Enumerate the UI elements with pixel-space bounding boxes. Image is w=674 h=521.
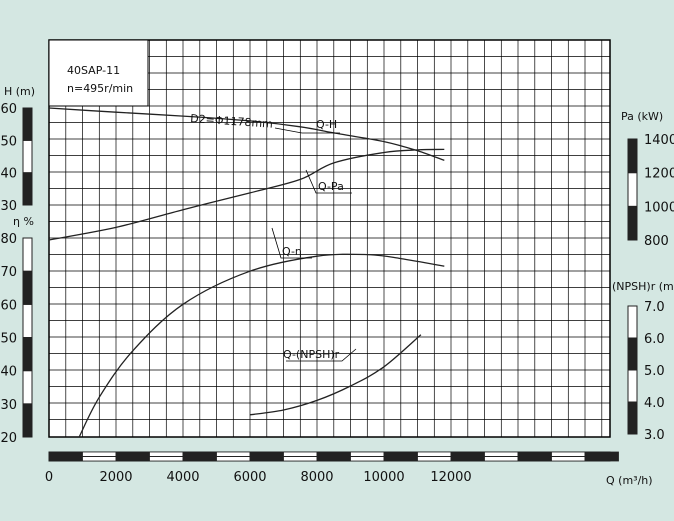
scale-segment — [22, 270, 33, 305]
scale-segment — [22, 303, 33, 339]
scale-segment — [627, 337, 638, 371]
tick-label-npsh: 4.0 — [644, 396, 665, 411]
leader-q-npsh — [286, 348, 357, 362]
x-tick-label: 4000 — [166, 470, 199, 485]
label-q-pa: Q-Pa — [318, 180, 344, 193]
tick-label-eta: 30 — [0, 398, 17, 413]
tick-label-npsh: 5.0 — [644, 364, 665, 379]
x-tick-label: 0 — [45, 470, 53, 485]
scale-segment — [627, 369, 638, 403]
axes: 30 40 50 60 20 30 40 50 60 70 80 800 1000 1200 1400 3.0… — [0, 102, 674, 446]
impeller-annotation: D2=Φ1178mm — [190, 112, 273, 131]
scale-segment — [627, 401, 638, 435]
label-q-npsh: Q-(NPSH)r — [283, 348, 340, 361]
scale-segment — [627, 138, 638, 174]
tick-label-h: 50 — [0, 134, 17, 149]
scale-segment — [22, 139, 33, 174]
label-q-eta: Q-η — [282, 245, 302, 258]
curve-q-npsh — [249, 334, 422, 416]
pa-axis-title: Pa (kW) — [621, 110, 663, 123]
scale-segment — [22, 107, 33, 141]
tick-label-npsh: 6.0 — [644, 332, 665, 347]
curve-q-h — [48, 107, 445, 162]
tick-label-pa: 800 — [644, 234, 669, 249]
npsh-axis-title: (NPSH)r (m) — [612, 280, 674, 293]
x-tick-label: 2000 — [99, 470, 132, 485]
tick-label-pa: 1400 — [644, 133, 674, 148]
curve-q-eta — [78, 253, 445, 438]
curves — [48, 107, 445, 438]
leader-q-eta — [271, 227, 312, 259]
x-axis-title: Q (m³/h) — [606, 474, 653, 487]
curve-q-pa — [48, 148, 445, 241]
x-tick-label: 6000 — [233, 470, 266, 485]
leader-q-pa — [305, 169, 352, 194]
x-tick-label: 8000 — [300, 470, 333, 485]
scale-segment — [22, 172, 33, 206]
tick-label-h: 30 — [0, 199, 17, 214]
tick-label-pa: 1000 — [644, 200, 674, 215]
scale-bars: 0 2000 4000 6000 8000 10000 12000 — [45, 451, 619, 485]
tick-label-npsh: 7.0 — [644, 300, 665, 315]
tick-label-npsh: 3.0 — [644, 428, 665, 443]
scale-segment — [22, 403, 33, 438]
label-q-h: Q-H — [316, 118, 337, 131]
eta-axis-title: η % — [13, 215, 34, 228]
tick-label-eta: 20 — [0, 431, 17, 446]
scale-segment — [22, 237, 33, 272]
scale-segment — [627, 305, 638, 339]
x-tick-label: 12000 — [430, 470, 471, 485]
info-box — [48, 39, 149, 107]
tick-label-eta: 60 — [0, 298, 17, 313]
tick-label-eta: 70 — [0, 265, 17, 280]
scale-segment — [22, 337, 33, 372]
label-leaders — [271, 127, 357, 362]
scale-segment — [627, 205, 638, 241]
tick-label-h: 40 — [0, 167, 17, 182]
scale-segment — [22, 370, 33, 405]
tick-label-pa: 1200 — [644, 167, 674, 182]
tick-label-eta: 50 — [0, 332, 17, 347]
tick-label-eta: 80 — [0, 232, 17, 247]
speed-label: n=495r/min — [67, 82, 133, 95]
h-axis-title: H (m) — [4, 85, 35, 98]
x-tick-label: 10000 — [363, 470, 404, 485]
leader-q-h — [274, 127, 340, 134]
model-label: 40SAP-11 — [67, 64, 120, 77]
scale-segment — [627, 172, 638, 207]
tick-label-h: 60 — [0, 102, 17, 117]
grid — [49, 40, 610, 437]
tick-label-eta: 40 — [0, 365, 17, 380]
